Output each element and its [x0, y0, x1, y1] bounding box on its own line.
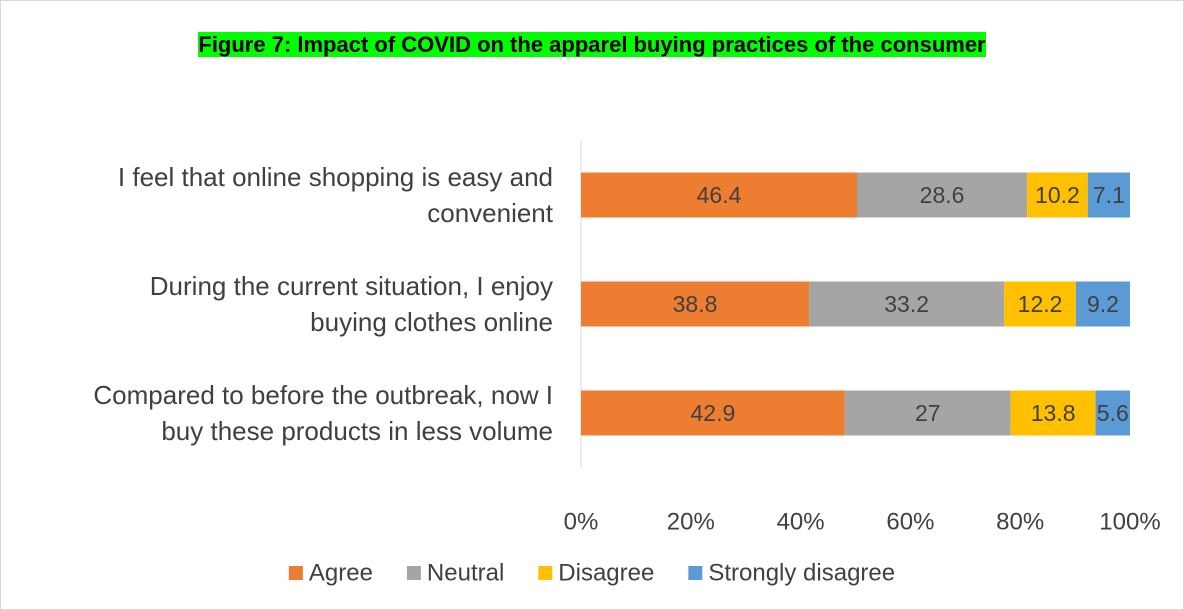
- data-label: 12.2: [1018, 291, 1063, 317]
- bar-segment: [1075, 281, 1130, 327]
- x-tick-label: 100%: [1099, 509, 1160, 536]
- bar-segment: [581, 172, 857, 218]
- x-tick-label: 0%: [564, 509, 599, 536]
- bar-segment: [844, 390, 1011, 436]
- x-tick-label: 80%: [996, 509, 1044, 536]
- bar-segment: [856, 172, 1028, 218]
- data-label: 5.6: [1097, 400, 1129, 426]
- data-label: 7.1: [1093, 182, 1125, 208]
- chart-title-box: Figure 7: Impact of COVID on the apparel…: [172, 30, 1012, 60]
- data-label: 38.8: [673, 291, 718, 317]
- legend-swatch: [406, 566, 421, 580]
- x-tick-label: 40%: [777, 509, 825, 536]
- data-label: 9.2: [1087, 291, 1119, 317]
- legend-swatch: [288, 566, 303, 580]
- data-label: 10.2: [1035, 182, 1080, 208]
- y-tick-label: During the current situation, I enjoy bu…: [149, 271, 553, 337]
- legend-label: Agree: [309, 560, 373, 587]
- bar-segment: [1027, 172, 1088, 218]
- bar-segment: [1010, 390, 1096, 436]
- legend-label: Strongly disagree: [708, 560, 895, 587]
- data-label: 28.6: [920, 182, 965, 208]
- data-label: 46.4: [697, 182, 742, 208]
- bar-segment: [581, 281, 810, 327]
- x-tick-label: 60%: [886, 509, 934, 536]
- legend-label: Neutral: [427, 560, 504, 587]
- x-tick-label: 20%: [667, 509, 715, 536]
- legend-swatch: [538, 566, 553, 580]
- legend-label: Disagree: [558, 560, 654, 587]
- data-label: 33.2: [884, 291, 929, 317]
- legend-swatch: [688, 566, 703, 580]
- bar-segment: [1095, 390, 1130, 436]
- chart-title: Figure 7: Impact of COVID on the apparel…: [198, 32, 986, 57]
- y-tick-label: Compared to before the outbreak, now I b…: [93, 380, 553, 446]
- data-label: 27: [915, 400, 941, 426]
- data-label: 42.9: [690, 400, 735, 426]
- bar-segment: [1087, 172, 1130, 218]
- y-tick-label: I feel that online shopping is easy and …: [117, 162, 553, 228]
- bar-segment: [581, 390, 845, 436]
- data-label: 13.8: [1031, 400, 1076, 426]
- bar-segment: [809, 281, 1005, 327]
- bar-segment: [1004, 281, 1076, 327]
